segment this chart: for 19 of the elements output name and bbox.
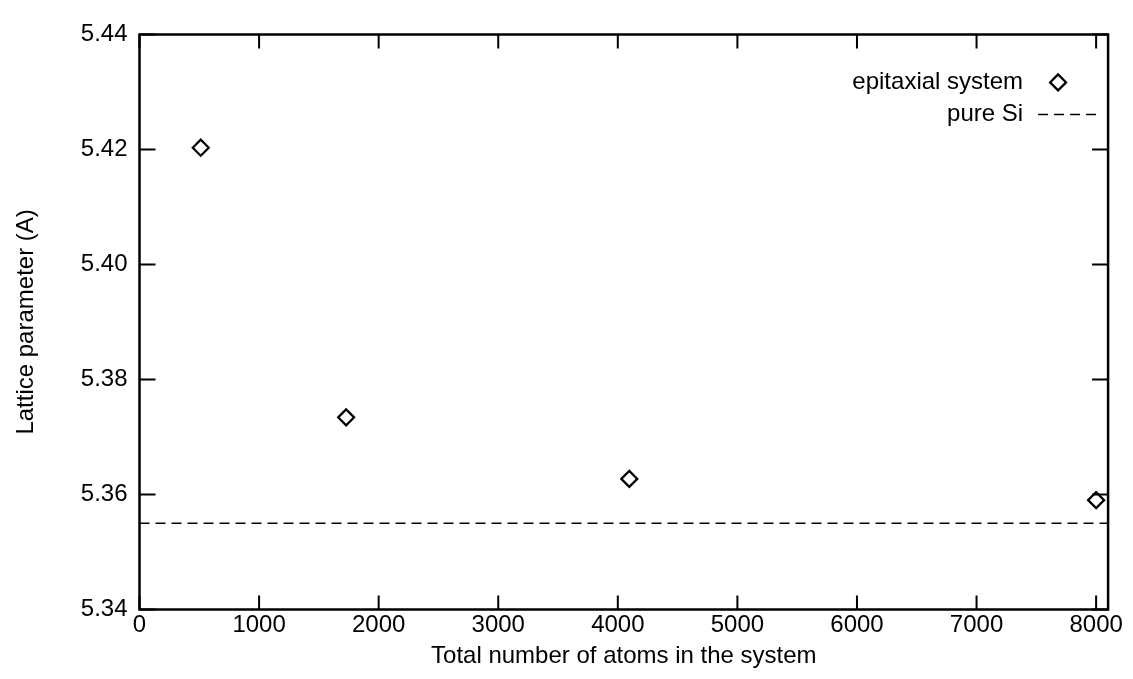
x-tick-label: 7000 <box>949 610 1004 638</box>
y-tick-label: 5.38 <box>80 364 128 392</box>
x-tick-label: 2000 <box>351 610 406 638</box>
x-axis-title: Total number of atoms in the system <box>431 641 817 669</box>
y-tick-label: 5.36 <box>80 479 128 507</box>
y-axis-title: Lattice parameter (A) <box>11 209 39 435</box>
y-tick-label: 5.42 <box>80 134 128 162</box>
y-tick-label: 5.44 <box>80 19 128 47</box>
y-tick-label: 5.34 <box>80 594 128 622</box>
x-tick-label: 5000 <box>710 610 765 638</box>
y-tick-label: 5.40 <box>80 249 128 277</box>
x-tick-label: 4000 <box>591 610 645 638</box>
x-tick-label: 8000 <box>1069 610 1123 638</box>
x-tick-label: 1000 <box>232 610 286 638</box>
legend-label: epitaxial system <box>852 67 1024 95</box>
x-tick-label: 6000 <box>830 610 884 638</box>
legend-label: pure Si <box>947 99 1024 127</box>
x-tick-label: 0 <box>132 610 147 638</box>
x-tick-label: 3000 <box>471 610 525 638</box>
